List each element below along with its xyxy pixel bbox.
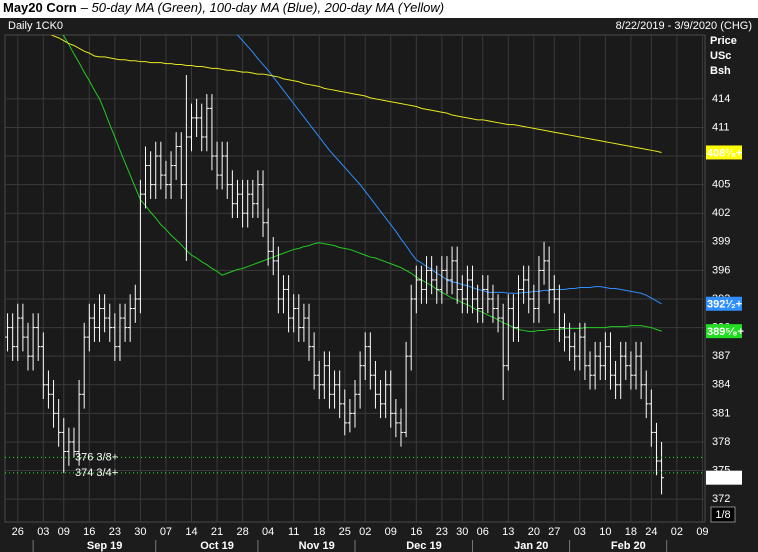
price-label: 408³⁄₈+	[707, 147, 742, 159]
month-label: Nov 19	[299, 540, 335, 552]
y-axis-label: Price	[710, 35, 737, 47]
x-tick-label: 03	[37, 526, 49, 538]
date-range: 8/22/2019 - 3/9/2020 (CHG)	[616, 20, 752, 32]
y-axis-label: USc	[710, 50, 731, 62]
y-tick-label: 405	[712, 179, 730, 191]
month-label: Dec 19	[406, 540, 441, 552]
grid	[5, 35, 705, 522]
x-tick-label: 09	[385, 526, 397, 538]
x-tick-label: 16	[83, 526, 95, 538]
reference-label: 376 3/8+	[75, 451, 118, 463]
x-tick-label: 07	[160, 526, 172, 538]
x-tick-label: 18	[313, 526, 325, 538]
y-tick-label: 399	[712, 236, 730, 248]
x-tick-label: 16	[410, 526, 422, 538]
price-label: 389⁵⁄₈+	[707, 326, 744, 338]
x-tick-label: 24	[645, 526, 657, 538]
title: May20 Corn – 50-day MA (Green), 100-day M…	[3, 0, 444, 15]
y-tick-label: 411	[712, 121, 730, 133]
title-bar	[0, 0, 758, 18]
x-tick-label: 25	[339, 526, 351, 538]
axes: 3723753783813843873903933963994024054084…	[12, 93, 744, 552]
month-label: Oct 19	[200, 540, 234, 552]
y-tick-label: 402	[712, 207, 730, 219]
chart-subtitle: – 50-day MA (Green), 100-day MA (Blue), …	[80, 0, 444, 15]
moving-average-line	[50, 35, 662, 153]
x-tick-label: 09	[696, 526, 708, 538]
price-label-box	[706, 470, 742, 485]
y-tick-label: 381	[712, 407, 730, 419]
x-tick-label: 02	[671, 526, 683, 538]
x-tick-label: 13	[502, 526, 514, 538]
chart-title: May20 Corn	[3, 0, 77, 15]
x-tick-label: 27	[548, 526, 560, 538]
plot	[5, 35, 705, 495]
y-tick-label: 387	[712, 350, 730, 362]
x-tick-label: 02	[359, 526, 371, 538]
y-tick-label: 372	[712, 493, 730, 505]
y-tick-label: 396	[712, 264, 730, 276]
price-label-box	[706, 296, 742, 311]
x-tick-label: 21	[211, 526, 223, 538]
x-tick-label: 09	[58, 526, 70, 538]
y-tick-label: 414	[712, 93, 730, 105]
x-tick-label: 23	[109, 526, 121, 538]
month-label: Feb 20	[611, 540, 646, 552]
price-label: 374¹⁄₄	[707, 473, 736, 485]
x-tick-label: 04	[262, 526, 274, 538]
x-tick-label: 03	[574, 526, 586, 538]
x-tick-label: 26	[12, 526, 24, 538]
price-label-box	[706, 324, 742, 339]
x-tick-label: 06	[477, 526, 489, 538]
month-label: Sep 19	[87, 540, 122, 552]
x-tick-label: 30	[456, 526, 468, 538]
x-tick-label: 30	[134, 526, 146, 538]
x-tick-label: 28	[236, 526, 248, 538]
x-tick-label: 14	[185, 526, 197, 538]
moving-average-line	[62, 35, 662, 332]
y-tick-label: 384	[712, 379, 730, 391]
plot-area	[4, 34, 706, 523]
x-tick-label: 10	[599, 526, 611, 538]
x-tick-label: 18	[625, 526, 637, 538]
x-tick-label: 11	[288, 526, 299, 538]
price-label-box	[706, 145, 742, 160]
price-label: 392¹⁄₂+	[707, 299, 742, 311]
y-tick-label: 378	[712, 436, 730, 448]
x-tick-label: 20	[528, 526, 540, 538]
reference-label: 374 3/4+	[75, 467, 118, 479]
y-axis-label: Bsh	[710, 65, 731, 77]
tick-size-label: 1/8	[715, 509, 730, 521]
month-label: Jan 20	[514, 540, 548, 552]
x-tick-label: 23	[436, 526, 448, 538]
symbol: Daily 1CK0	[8, 20, 63, 32]
tick-size-box	[710, 506, 736, 523]
